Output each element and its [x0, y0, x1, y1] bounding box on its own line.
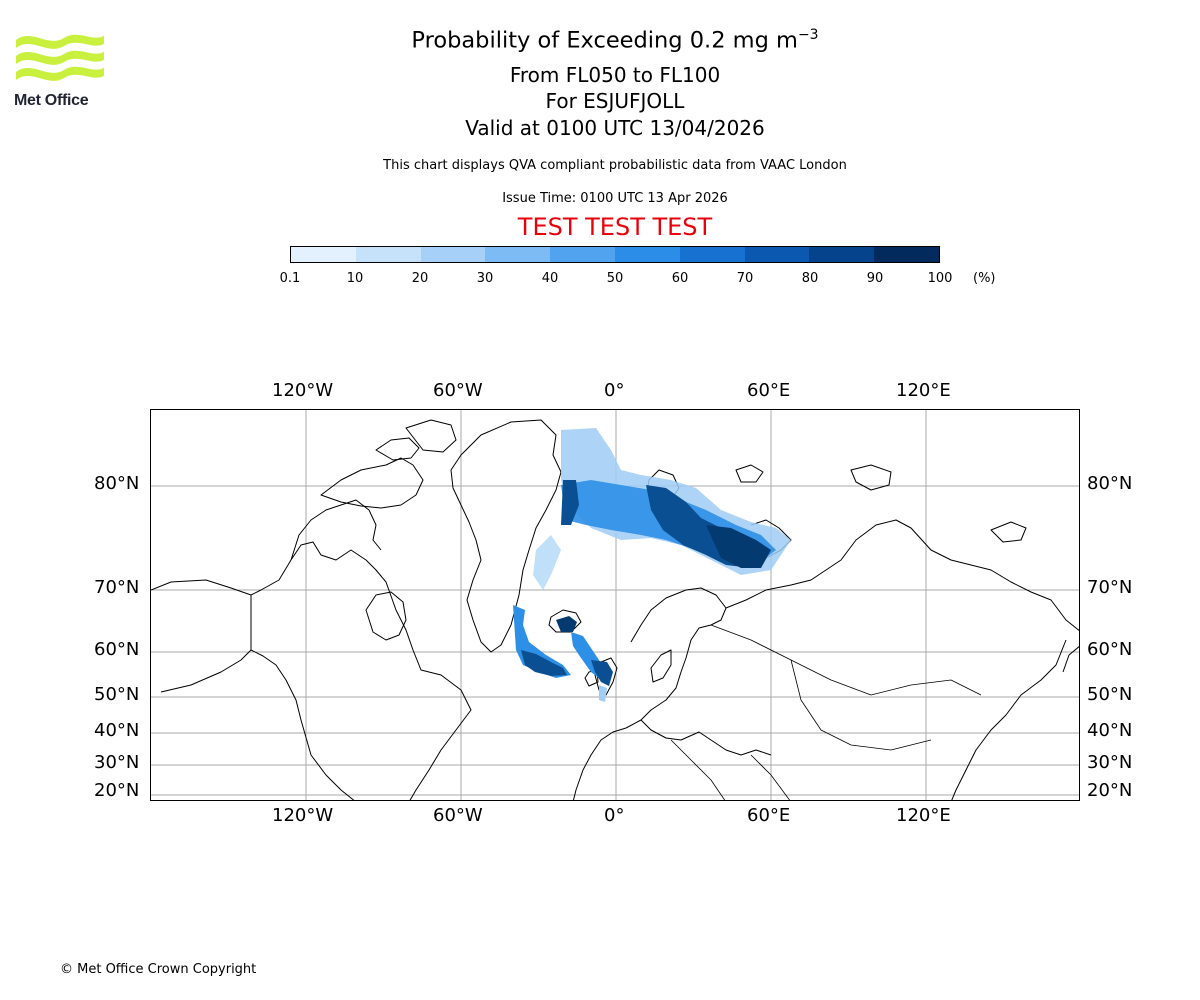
plume-uk-dark — [591, 660, 613, 686]
lat-label-right-60n: 60°N — [1087, 639, 1133, 660]
test-banner: TEST TEST TEST — [517, 213, 713, 241]
colorbar-segment-7 — [744, 247, 810, 262]
lon-label-bottom-120e: 120°E — [896, 805, 951, 826]
lat-label-right-40n: 40°N — [1087, 720, 1133, 741]
coast-greenland — [450, 419, 562, 653]
title-exponent: −3 — [797, 27, 819, 43]
plume-dark-greenland-coast — [561, 480, 579, 525]
lat-label-left-70n: 70°N — [94, 577, 140, 598]
colorbar-tick-10: 100 — [927, 271, 953, 286]
met-office-logo: Met Office — [14, 30, 110, 112]
plume-uk-faint — [599, 685, 607, 702]
map-area — [150, 409, 1080, 801]
ash-plume — [513, 428, 791, 702]
lon-label-bottom-60w: 60°W — [433, 805, 483, 826]
lon-label-top-0: 0° — [604, 380, 625, 401]
colorbar — [290, 246, 940, 263]
coast-iceland — [548, 609, 582, 633]
colorbar-unit: (%) — [973, 271, 996, 286]
volcano-name: For ESJUFJOLL — [545, 89, 685, 113]
colorbar-segment-9 — [874, 247, 939, 262]
colorbar-segment-5 — [614, 247, 680, 262]
flight-levels: From FL050 to FL100 — [509, 63, 721, 87]
logo-text: Met Office — [14, 92, 89, 109]
colorbar-tick-8: 80 — [801, 271, 819, 286]
copyright: © Met Office Crown Copyright — [60, 962, 257, 977]
map-svg — [151, 410, 1079, 800]
colorbar-tick-4: 40 — [541, 271, 559, 286]
colorbar-tick-3: 30 — [476, 271, 494, 286]
colorbar-segment-8 — [809, 247, 875, 262]
valid-time: Valid at 0100 UTC 13/04/2026 — [465, 116, 765, 140]
coast-europe — [572, 587, 772, 800]
lat-label-left-60n: 60°N — [94, 639, 140, 660]
lat-label-right-70n: 70°N — [1087, 577, 1133, 598]
lon-label-bottom-0: 0° — [604, 805, 625, 826]
colorbar-segment-4 — [550, 247, 615, 262]
coast-east-asia — [951, 639, 1079, 800]
plume-darkest-east — [706, 525, 771, 568]
met-office-waves-icon — [16, 34, 104, 81]
colorbar-segment-2 — [420, 247, 486, 262]
borders-eurasia — [250, 595, 982, 800]
lon-label-bottom-120w: 120°W — [272, 805, 334, 826]
coast-hudson-bay — [365, 591, 407, 641]
plume-iceland-dark — [556, 616, 577, 632]
issue-time: Issue Time: 0100 UTC 13 Apr 2026 — [502, 191, 728, 206]
lat-label-right-50n: 50°N — [1087, 684, 1133, 705]
title-main: Probability of Exceeding 0.2 mg m — [411, 27, 798, 54]
lat-label-right-30n: 30°N — [1087, 752, 1133, 773]
lon-label-top-60e: 60°E — [747, 380, 791, 401]
coast-arctic-islands — [320, 419, 457, 509]
coast-northern-asia — [725, 464, 1079, 632]
colorbar-tick-1: 10 — [346, 271, 364, 286]
coast-franz-josef — [735, 464, 764, 483]
colorbar-tick-5: 50 — [606, 271, 624, 286]
lat-label-left-80n: 80°N — [94, 473, 140, 494]
colorbar-tick-6: 60 — [671, 271, 689, 286]
lat-label-left-20n: 20°N — [94, 780, 140, 801]
chart-title: Probability of Exceeding 0.2 mg m−3 — [315, 27, 915, 54]
colorbar-tick-7: 70 — [736, 271, 754, 286]
colorbar-tick-2: 20 — [411, 271, 429, 286]
plume-light-east-greenland — [533, 535, 561, 590]
lat-label-right-20n: 20°N — [1087, 780, 1133, 801]
lon-label-top-60w: 60°W — [433, 380, 483, 401]
colorbar-tick-0: 0.1 — [279, 271, 301, 286]
lon-label-top-120w: 120°W — [272, 380, 334, 401]
colorbar-segment-1 — [355, 247, 421, 262]
colorbar-tick-9: 90 — [866, 271, 884, 286]
lat-label-right-80n: 80°N — [1087, 473, 1133, 494]
lat-label-left-50n: 50°N — [94, 684, 140, 705]
lon-label-bottom-60e: 60°E — [747, 805, 791, 826]
plume-south-iceland-dark — [521, 650, 567, 676]
lat-label-left-30n: 30°N — [94, 752, 140, 773]
gridlines — [151, 410, 1079, 800]
colorbar-segment-6 — [679, 247, 745, 262]
lon-label-top-120e: 120°E — [896, 380, 951, 401]
lat-label-left-40n: 40°N — [94, 720, 140, 741]
colorbar-segment-3 — [485, 247, 551, 262]
source-note: This chart displays QVA compliant probab… — [383, 158, 847, 173]
colorbar-segment-0 — [291, 247, 356, 262]
coast-north-america — [151, 499, 472, 800]
